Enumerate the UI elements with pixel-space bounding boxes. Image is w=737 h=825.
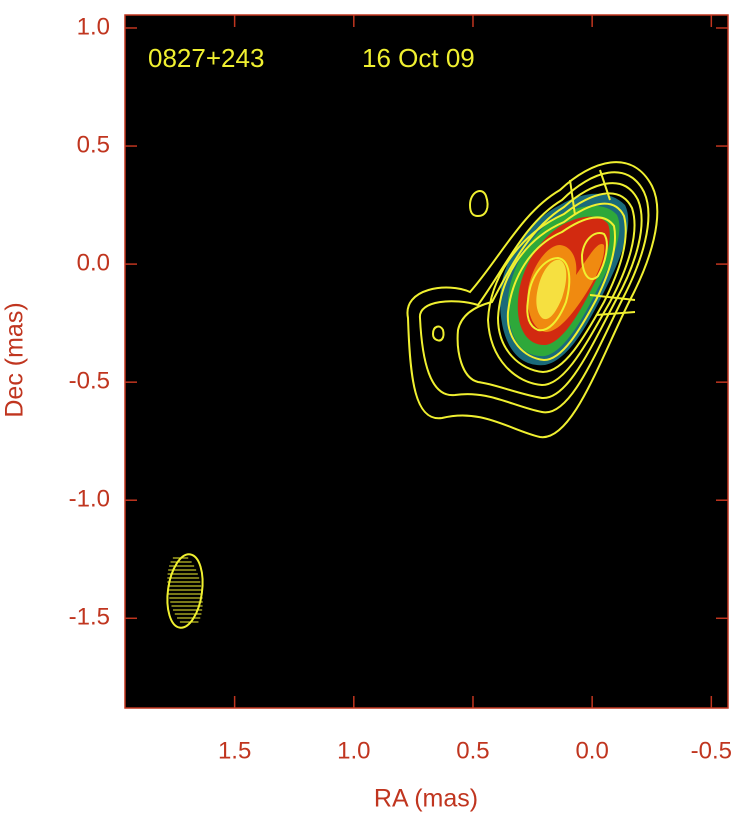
contour: [468, 190, 489, 218]
x-tick-label: -0.5: [691, 737, 732, 764]
contour: [526, 256, 571, 332]
contour: [406, 161, 659, 439]
y-axis-label: Dec (mas): [1, 302, 29, 417]
beam-ellipse: [166, 553, 204, 629]
y-tick-label: -0.5: [69, 368, 110, 395]
contour: [506, 216, 616, 362]
beam: [166, 553, 204, 629]
contours: [406, 161, 659, 439]
source-name: 0827+243: [148, 43, 264, 73]
x-tick-label: 1.5: [218, 737, 251, 764]
intensity-core: [536, 259, 567, 320]
plot-background: [125, 15, 728, 708]
y-tick-label: -1.0: [69, 486, 110, 513]
image-layer: [166, 161, 659, 629]
x-tick-label: 0.0: [575, 737, 608, 764]
contour: [580, 232, 608, 281]
contour: [419, 171, 650, 414]
y-tick-label: -1.5: [69, 604, 110, 631]
x-axis-label: RA (mas): [374, 785, 478, 813]
contour: [456, 182, 643, 400]
contour-vector: [569, 169, 636, 316]
contour: [496, 202, 627, 374]
epoch: 16 Oct 09: [362, 43, 475, 73]
y-tick-label: 0.0: [77, 249, 110, 276]
contour: [486, 192, 636, 387]
x-tick-label: 0.5: [456, 737, 489, 764]
y-tick-label: 0.5: [77, 131, 110, 158]
contour: [431, 325, 445, 342]
plot-frame: [124, 14, 729, 709]
y-tick-label: 1.0: [77, 13, 110, 40]
x-tick-label: 1.0: [337, 737, 370, 764]
